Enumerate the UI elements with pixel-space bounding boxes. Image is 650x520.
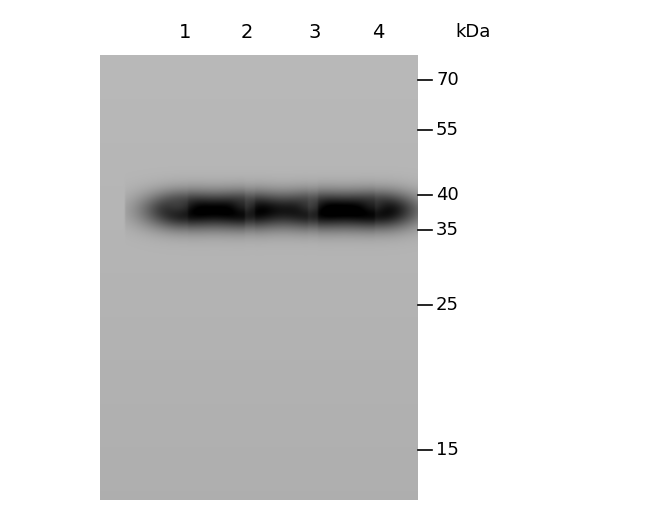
Text: 3: 3	[309, 22, 321, 42]
Text: 2: 2	[240, 22, 254, 42]
Text: 1: 1	[179, 22, 191, 42]
Text: 25: 25	[436, 296, 459, 314]
Text: 70: 70	[436, 71, 459, 89]
Text: 35: 35	[436, 221, 459, 239]
Text: kDa: kDa	[455, 23, 490, 41]
Text: 55: 55	[436, 121, 459, 139]
Text: 15: 15	[436, 441, 459, 459]
Text: 40: 40	[436, 186, 459, 204]
Text: 4: 4	[372, 22, 384, 42]
